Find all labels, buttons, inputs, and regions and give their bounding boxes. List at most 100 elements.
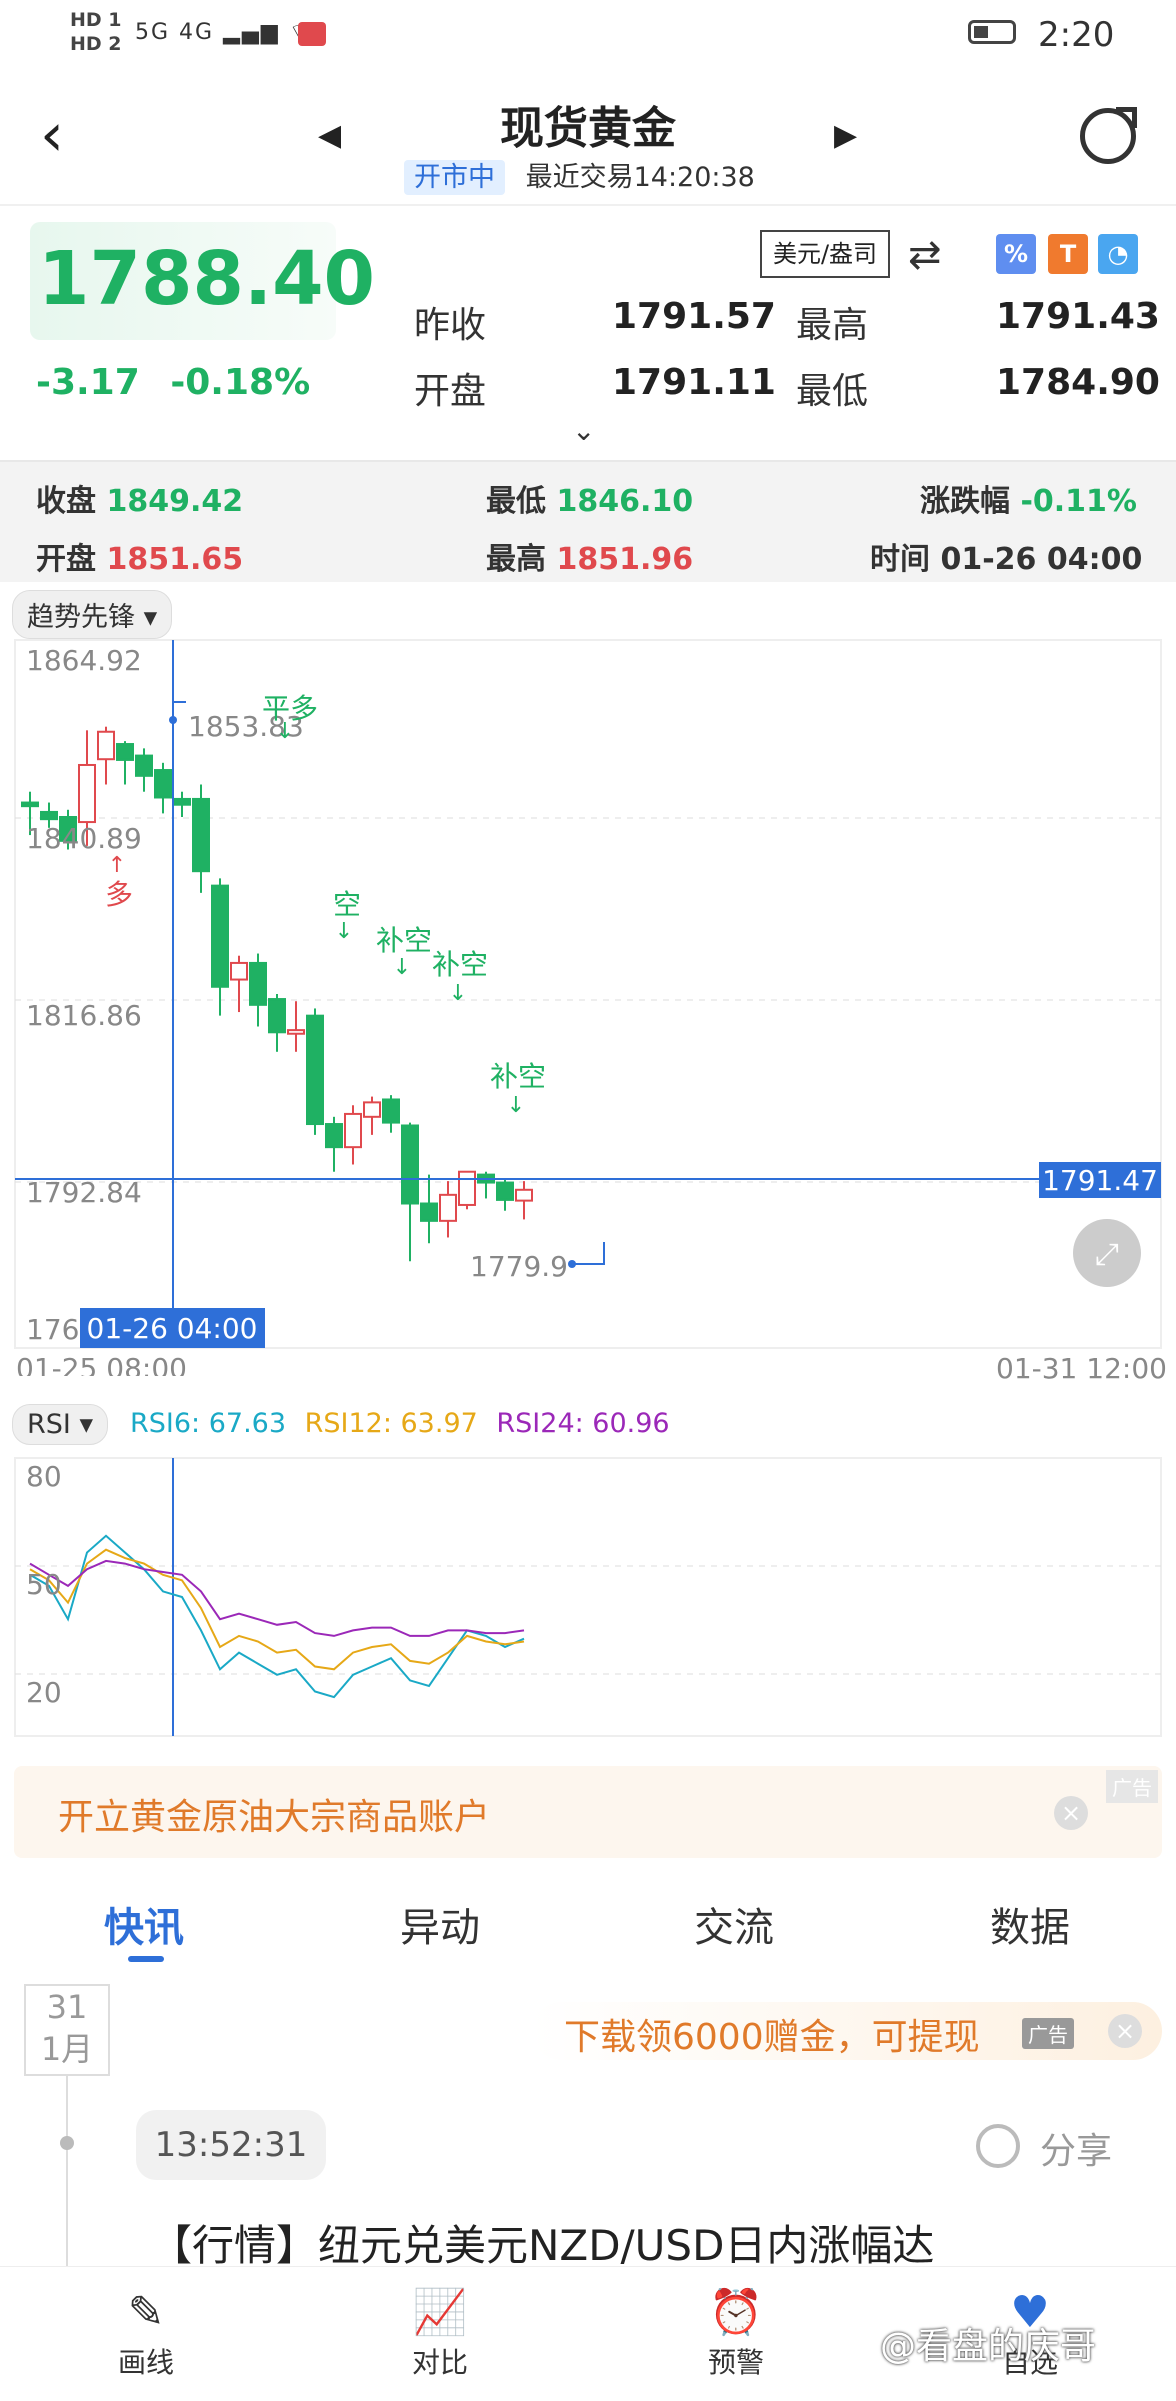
open-value: 1791.11	[612, 362, 776, 403]
signal-arrow-down: ↓	[335, 919, 353, 944]
swap-icon[interactable]: ⇄	[908, 232, 942, 278]
back-chevron-icon[interactable]: ‹	[40, 100, 64, 170]
news-time: 13:52:31	[136, 2110, 326, 2180]
cursor-time-tag	[80, 1308, 265, 1348]
fullscreen-icon[interactable]	[1073, 1219, 1141, 1287]
price-highlight	[30, 222, 336, 340]
rsi24-value: RSI24: 60.96	[496, 1408, 670, 1439]
y-label-5: 176	[26, 1313, 79, 1346]
candle-body	[211, 884, 229, 988]
clock: 2:20	[1038, 15, 1115, 55]
last-price-text: 1791.47	[1042, 1164, 1158, 1197]
signal-icons: 5G 4G ▂▄▆ ⌔	[135, 20, 312, 45]
candle-body	[249, 961, 267, 1006]
signal-kong: 空	[333, 888, 361, 921]
tool-icon[interactable]: T	[1048, 234, 1088, 274]
y-label-1: 1864.92	[26, 644, 142, 677]
expand-chevron-icon[interactable]: ⌄	[572, 414, 596, 447]
share-label[interactable]: 分享	[1040, 2131, 1113, 2172]
nav-watchlist[interactable]: ♥ 自选	[950, 2285, 1110, 2381]
chart-frame	[14, 639, 1162, 1349]
candle-body	[97, 730, 115, 761]
signal-arrow-down: ↓	[393, 955, 411, 980]
news-ad-text[interactable]: 下载领6000赠金，可提现	[564, 2017, 980, 2058]
compare-chart-icon: 📈	[412, 2287, 468, 2338]
rsi6-line	[29, 1534, 525, 1699]
candle-body	[78, 763, 96, 824]
signal-bukong-3: 补空	[490, 1060, 546, 1093]
ad-close-icon[interactable]: ×	[1054, 1796, 1088, 1830]
signal-bukong-1: 补空	[376, 924, 432, 957]
hist-chg-value: -0.11%	[1020, 484, 1137, 519]
nav-draw-line-label: 画线	[117, 2346, 174, 2379]
ad-banner-text[interactable]: 开立黄金原油大宗商品账户	[58, 1797, 491, 1838]
rsi24-line	[29, 1559, 525, 1637]
candle-body	[382, 1098, 400, 1124]
signal-arrow-down: ↓	[449, 981, 467, 1006]
tab-indicator	[128, 1956, 164, 1962]
indicator-selector[interactable]: 趋势先锋 ▾	[12, 590, 173, 639]
battery-icon	[968, 20, 1016, 44]
news-ad[interactable]: 下载领6000赠金，可提现 广告 ×	[532, 2002, 1162, 2060]
tab-news-flash[interactable]: 快讯	[104, 1905, 184, 1951]
timeline-dot	[60, 2136, 74, 2150]
indicator-label: 趋势先锋	[27, 602, 135, 633]
hist-close-value: 1849.42	[106, 484, 244, 519]
signal-arrow-up: ↑	[108, 853, 126, 878]
nav-alert[interactable]: ⏰ 预警	[656, 2285, 816, 2381]
tab-discussion[interactable]: 交流	[694, 1905, 774, 1951]
tab-movement[interactable]: 异动	[400, 1905, 480, 1951]
status-bar: HD 1 HD 2 5G 4G ▂▄▆ ⌔ 2:20	[0, 0, 1176, 80]
news-ad-close-icon[interactable]: ×	[1108, 2014, 1142, 2048]
nav-watchlist-label: 自选	[1001, 2346, 1058, 2379]
candle-body	[515, 1188, 533, 1202]
candle-body	[363, 1101, 381, 1118]
low-marker-line	[572, 1242, 605, 1265]
pie-chart-icon[interactable]: ◔	[1098, 234, 1138, 274]
news-ad-tag: 广告	[1022, 2018, 1074, 2049]
next-instrument-icon[interactable]: ▶	[834, 118, 858, 153]
high-label: 最高	[796, 305, 869, 346]
low-label: 最低	[796, 371, 869, 412]
nav-draw-line[interactable]: ✎ 画线	[66, 2285, 226, 2381]
notification-icon	[298, 22, 326, 46]
candle-body	[135, 754, 153, 777]
date-day: 31	[46, 1988, 88, 2026]
last-trade-time: 最近交易14:20:38	[525, 162, 755, 193]
signal-arrow-down: ↓	[507, 1093, 525, 1118]
ad-banner[interactable]: 开立黄金原油大宗商品账户 × 广告	[14, 1766, 1162, 1858]
divider	[0, 204, 1176, 206]
signal-duo: 多	[105, 878, 133, 911]
rsi-y80: 80	[26, 1460, 62, 1493]
change-percent: -0.18%	[170, 362, 311, 403]
percent-icon[interactable]: %	[996, 234, 1036, 274]
y-label-3: 1816.86	[26, 999, 142, 1032]
candle-body	[192, 797, 210, 873]
rsi-y20: 20	[26, 1676, 62, 1709]
tab-data[interactable]: 数据	[990, 1905, 1070, 1951]
heart-icon: ♥	[1010, 2287, 1050, 2338]
page-title: 现货黄金	[500, 103, 676, 154]
cursor-time-text: 01-26 04:00	[87, 1312, 258, 1345]
rsi-legend: RSI6: 67.63 RSI12: 63.97 RSI24: 60.96	[130, 1408, 670, 1439]
rsi-selector[interactable]: RSI ▾	[12, 1404, 109, 1445]
candle-body	[344, 1112, 362, 1149]
candle-body	[287, 1029, 305, 1035]
hist-chg-label: 涨跌幅	[920, 484, 1010, 519]
rsi6-value: RSI6: 67.63	[130, 1408, 287, 1439]
share-arrow-icon[interactable]	[1080, 107, 1137, 164]
rsi-y50: 50	[26, 1568, 62, 1601]
candle-body	[401, 1124, 419, 1205]
news-headline[interactable]: 【行情】纽元兑美元NZD/USD日内涨幅达	[150, 2221, 935, 2270]
unit-selector[interactable]: 美元/盎司	[760, 230, 890, 278]
nav-compare[interactable]: 📈 对比	[360, 2285, 520, 2381]
share-icon[interactable]	[976, 2124, 1020, 2168]
rsi-chart[interactable]: 80 50 20	[0, 1452, 1176, 1742]
prev-instrument-icon[interactable]: ◀	[318, 118, 342, 153]
rsi-chip-label: RSI	[27, 1409, 71, 1440]
signal-bukong-2: 补空	[432, 948, 488, 981]
candle-info-panel: 收盘 1849.42 最低 1846.10 涨跌幅 -0.11% 开盘 1851…	[0, 460, 1176, 582]
candlestick-chart[interactable]: 1864.92 1840.89 1816.86 1792.84 176 1853…	[0, 636, 1176, 1376]
sim1-label: HD 1	[70, 9, 122, 31]
ad-tag: 广告	[1106, 1770, 1158, 1803]
